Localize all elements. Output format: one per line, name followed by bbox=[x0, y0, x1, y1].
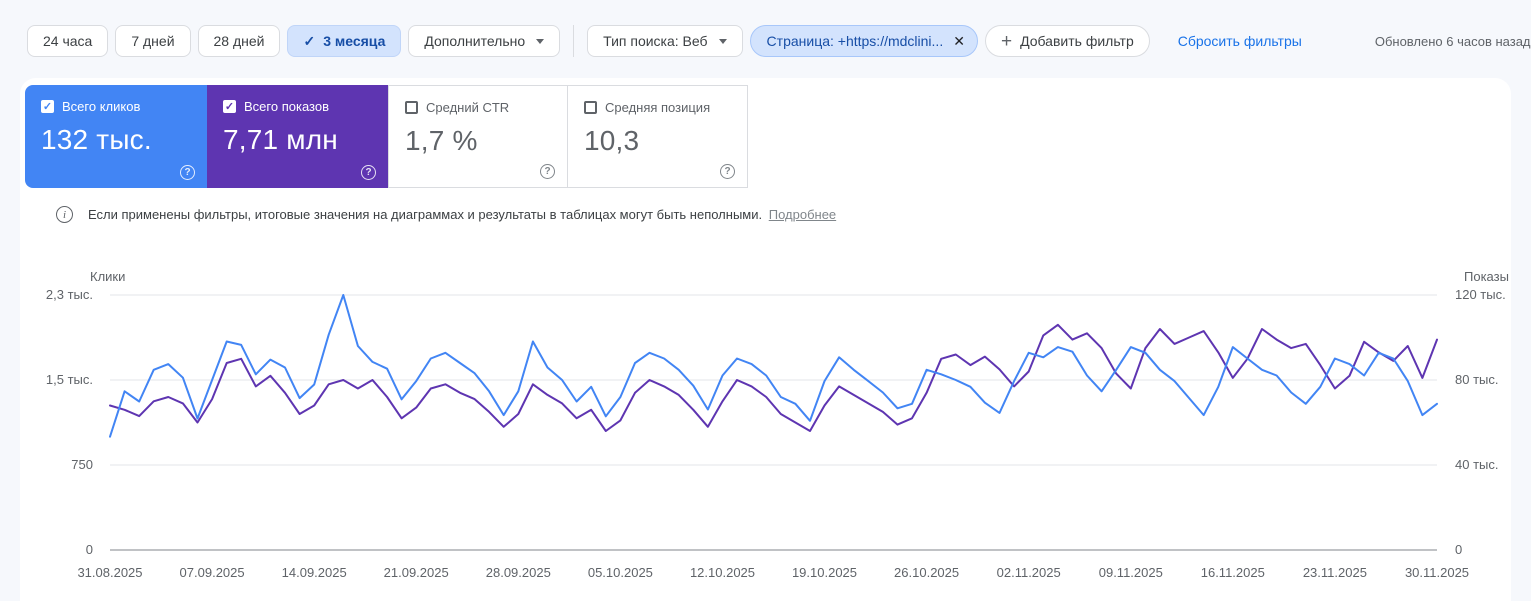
average-ctr-card[interactable]: Средний CTR 1,7 % ? bbox=[388, 85, 568, 188]
total-impressions-header: ✓ Всего показов bbox=[207, 85, 388, 114]
total-impressions-card[interactable]: ✓ Всего показов 7,71 млн ? bbox=[207, 85, 388, 188]
x-axis-label: 28.09.2025 bbox=[485, 565, 551, 580]
x-axis-label: 16.11.2025 bbox=[1200, 565, 1265, 580]
x-axis-label: 07.09.2025 bbox=[179, 565, 245, 580]
x-axis-label: 19.10.2025 bbox=[791, 565, 858, 580]
x-axis-label: 05.10.2025 bbox=[587, 565, 653, 580]
x-axis-label: 23.11.2025 bbox=[1302, 565, 1367, 580]
left-axis-title: Клики bbox=[90, 269, 126, 284]
page-filter-label: Страница: +https://mdclini... bbox=[766, 33, 944, 49]
search-type-button[interactable]: Тип поиска: Веб bbox=[587, 25, 743, 57]
more-ranges-button[interactable]: Дополнительно bbox=[408, 25, 561, 57]
filters-info-message: Если применены фильтры, итоговые значени… bbox=[88, 207, 763, 222]
performance-panel: ✓ Всего кликов 132 тыс. ? ✓ Всего показо… bbox=[20, 78, 1511, 601]
average-position-value: 10,3 bbox=[584, 125, 640, 156]
help-icon[interactable]: ? bbox=[720, 164, 735, 179]
average-position-label: Средняя позиция bbox=[605, 100, 711, 115]
checkbox-unchecked-icon[interactable] bbox=[405, 101, 418, 114]
add-filter-label: Добавить фильтр bbox=[1020, 33, 1134, 49]
left-axis-tick: 2,3 тыс. bbox=[45, 287, 93, 302]
checkbox-checked-icon[interactable]: ✓ bbox=[223, 100, 236, 113]
updated-timestamp: Обновлено 6 часов назад bbox=[1374, 33, 1531, 49]
left-axis-tick: 0 bbox=[85, 542, 93, 557]
average-position-card[interactable]: Средняя позиция 10,3 ? bbox=[568, 85, 748, 188]
search-type-label: Тип поиска: Веб bbox=[603, 33, 708, 49]
chevron-down-icon bbox=[718, 38, 727, 44]
close-icon[interactable]: ✕ bbox=[953, 32, 965, 49]
chart-canvas bbox=[109, 294, 1438, 551]
left-axis-tick: 1,5 тыс. bbox=[45, 372, 93, 387]
right-axis-tick: 80 тыс. bbox=[1455, 372, 1499, 387]
performance-chart: Клики Показы 2,3 тыс. 1,5 тыс. 750 0 120 тыс. 8… bbox=[20, 269, 1511, 601]
total-clicks-value: 132 тыс. bbox=[41, 124, 152, 155]
learn-more-link[interactable]: Подробнее bbox=[768, 207, 837, 222]
x-axis-label: 12.10.2025 bbox=[689, 565, 756, 580]
right-axis-title: Показы bbox=[1464, 269, 1509, 284]
plus-icon: + bbox=[1000, 30, 1013, 52]
x-axis-label: 26.10.2025 bbox=[894, 565, 960, 580]
total-clicks-header: ✓ Всего кликов bbox=[25, 85, 207, 114]
average-position-header: Средняя позиция bbox=[568, 86, 747, 115]
x-axis-label: 21.09.2025 bbox=[383, 565, 449, 580]
range-28d-button[interactable]: 28 дней bbox=[197, 25, 281, 57]
x-axis-label: 02.11.2025 bbox=[996, 565, 1061, 580]
checkbox-checked-icon[interactable]: ✓ bbox=[41, 100, 54, 113]
filters-info-banner: i Если применены фильтры, итоговые значе… bbox=[56, 206, 1511, 223]
range-7d-button[interactable]: 7 дней bbox=[115, 25, 191, 57]
add-filter-button[interactable]: + Добавить фильтр bbox=[984, 25, 1150, 57]
reset-filters-link[interactable]: Сбросить фильтры bbox=[1177, 33, 1302, 49]
x-axis-label: 14.09.2025 bbox=[281, 565, 347, 580]
impressions-series-line bbox=[109, 323, 1438, 432]
metric-cards: ✓ Всего кликов 132 тыс. ? ✓ Всего показо… bbox=[25, 85, 1511, 188]
right-axis-tick: 40 тыс. bbox=[1455, 457, 1499, 472]
filter-bar: 24 часа 7 дней 28 дней ✓ 3 месяца Дополн… bbox=[27, 25, 1531, 57]
divider bbox=[573, 25, 575, 57]
left-axis-tick: 750 bbox=[71, 457, 93, 472]
clicks-series-line bbox=[109, 294, 1438, 438]
average-ctr-label: Средний CTR bbox=[426, 100, 510, 115]
average-ctr-header: Средний CTR bbox=[389, 86, 567, 115]
right-axis-tick: 0 bbox=[1455, 542, 1463, 557]
x-axis-label: 31.08.2025 bbox=[77, 565, 143, 580]
right-axis-tick: 120 тыс. bbox=[1455, 287, 1506, 302]
more-ranges-label: Дополнительно bbox=[424, 33, 526, 49]
info-icon: i bbox=[56, 206, 73, 223]
page-filter-chip[interactable]: Страница: +https://mdclini... ✕ bbox=[749, 25, 978, 57]
range-24h-button[interactable]: 24 часа bbox=[27, 25, 109, 57]
help-icon[interactable]: ? bbox=[180, 165, 195, 180]
checkbox-unchecked-icon[interactable] bbox=[584, 101, 597, 114]
total-impressions-label: Всего показов bbox=[244, 99, 329, 114]
total-clicks-label: Всего кликов bbox=[62, 99, 141, 114]
total-clicks-card[interactable]: ✓ Всего кликов 132 тыс. ? bbox=[25, 85, 207, 188]
total-impressions-value: 7,71 млн bbox=[223, 124, 338, 155]
range-3m-label: 3 месяца bbox=[323, 33, 386, 49]
range-3m-button[interactable]: ✓ 3 месяца bbox=[287, 25, 402, 57]
check-icon: ✓ bbox=[303, 32, 316, 49]
average-ctr-value: 1,7 % bbox=[405, 125, 478, 156]
x-axis-label: 09.11.2025 bbox=[1098, 565, 1163, 580]
x-axis-label: 30.11.2025 bbox=[1404, 565, 1470, 580]
chevron-down-icon bbox=[536, 38, 545, 44]
filters-info-text: Если применены фильтры, итоговые значени… bbox=[88, 207, 836, 222]
help-icon[interactable]: ? bbox=[540, 164, 555, 179]
help-icon[interactable]: ? bbox=[361, 165, 376, 180]
